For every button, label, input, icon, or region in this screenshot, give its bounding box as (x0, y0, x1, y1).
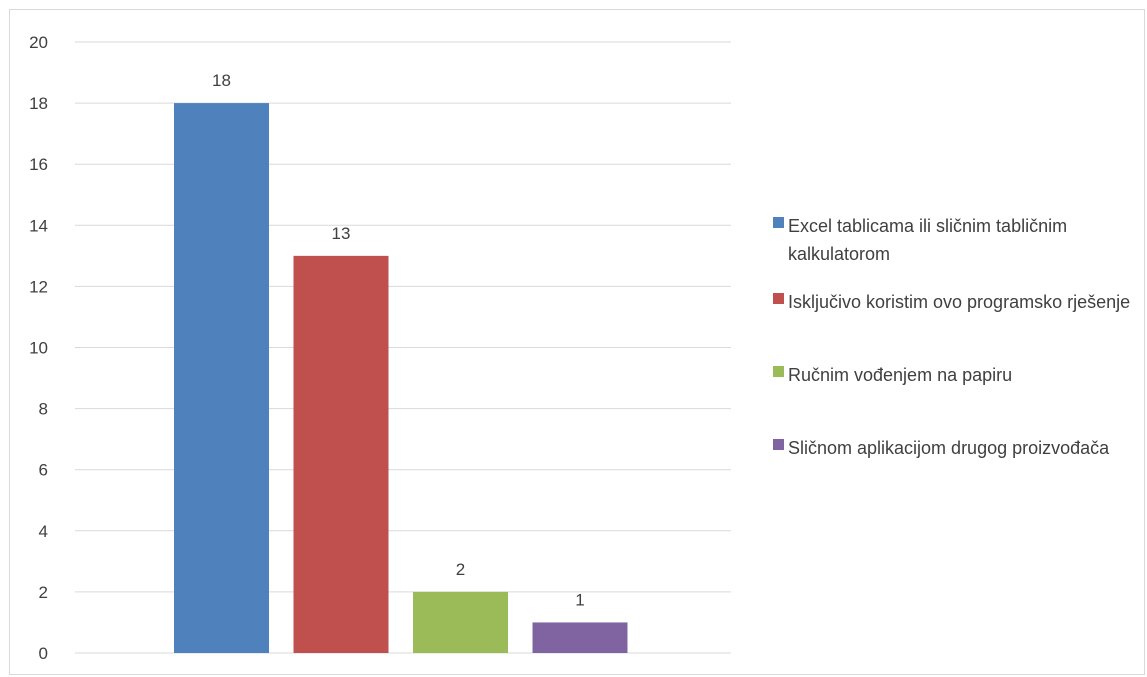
bar-2 (293, 255, 389, 653)
legend-swatch-slicnom (773, 439, 784, 450)
legend-label-iskljucivo: Isključivo koristim ovo programsko rješe… (788, 292, 1131, 312)
y-tick-label-10: 10 (29, 339, 48, 358)
y-tick-label-20: 20 (29, 33, 48, 52)
bar-3 (413, 591, 508, 653)
y-tick-label-8: 8 (39, 400, 48, 419)
data-label-4: 1 (575, 590, 584, 609)
data-label-2: 13 (332, 224, 351, 243)
legend-label-rucnim: Ručnim vođenjem na papiru (788, 365, 1013, 385)
y-tick-label-6: 6 (39, 461, 48, 480)
bar-4 (532, 622, 628, 653)
y-tick-label-18: 18 (29, 94, 48, 113)
y-tick-label-0: 0 (39, 644, 48, 663)
y-tick-label-14: 14 (29, 216, 48, 235)
bar-1 (174, 103, 269, 654)
y-tick-label-2: 2 (39, 583, 48, 602)
legend-swatch-iskljucivo (773, 293, 784, 304)
chart-frame (9, 9, 1145, 675)
y-tick-label-16: 16 (29, 155, 48, 174)
y-tick-label-4: 4 (39, 522, 48, 541)
data-label-1: 18 (212, 71, 231, 90)
legend-label-slicnom: Sličnom aplikacijom drugog proizvođača (788, 438, 1110, 458)
legend-label-excel: Excel tablicama ili sličnim tabličnim ka… (788, 216, 1068, 264)
y-tick-label-12: 12 (29, 277, 48, 296)
data-label-3: 2 (456, 560, 465, 579)
legend-swatch-rucnim (773, 366, 784, 377)
legend-swatch-excel (773, 217, 784, 228)
